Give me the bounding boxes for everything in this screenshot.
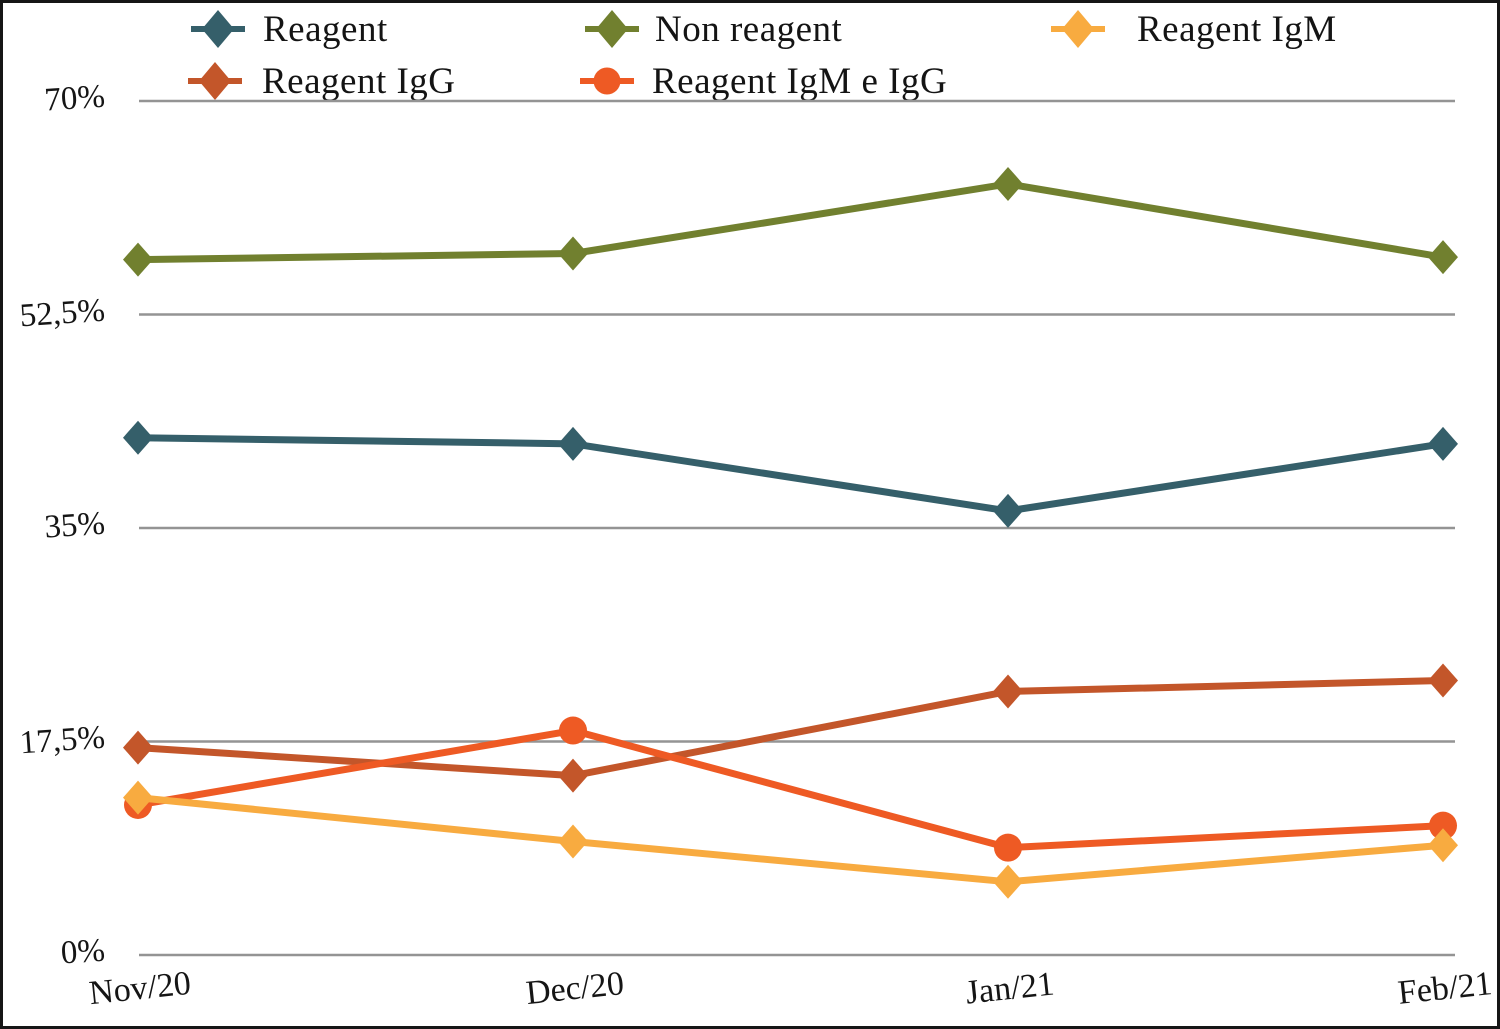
data-point-marker	[1429, 811, 1457, 840]
series-line	[134, 727, 1447, 852]
legend-label: Reagent	[263, 8, 388, 50]
line-chart-plot	[123, 99, 1458, 957]
y-axis-tick-label: 70%	[43, 78, 107, 119]
y-axis-tick-label: 0%	[59, 932, 107, 972]
legend-label: Non reagent	[655, 8, 843, 50]
y-axis-tick-label: 17,5%	[18, 718, 107, 761]
reagent-igm-diamond-marker-icon	[1051, 10, 1105, 48]
legend-label: Reagent IgM	[1137, 8, 1337, 50]
legend-label: Reagent IgM e IgG	[652, 60, 948, 102]
reagent-diamond-marker-icon	[191, 10, 245, 48]
series-line	[134, 434, 1447, 515]
data-point-marker	[994, 833, 1022, 862]
series-line	[134, 794, 1447, 886]
legend-item-reagent-igm: Reagent IgM	[1049, 6, 1337, 52]
series-line	[134, 677, 1447, 780]
legend-item-reagent-igm-e-igg: Reagent IgM e IgG	[578, 58, 947, 104]
legend-label: Reagent IgG	[262, 60, 456, 102]
reagent-igg-diamond-marker-icon	[188, 62, 242, 100]
legend-item-reagent-igg: Reagent IgG	[186, 58, 456, 104]
reagent-igm-e-igg-circle-marker-icon	[580, 67, 634, 95]
y-axis-tick-label: 35%	[43, 505, 107, 546]
series-line	[134, 180, 1447, 264]
legend-item-non-reagent: Non reagent	[583, 6, 842, 52]
data-point-marker	[559, 716, 587, 745]
y-axis-tick-label: 52,5%	[18, 291, 107, 334]
legend-item-reagent: Reagent	[189, 6, 388, 52]
non-reagent-diamond-marker-icon	[585, 10, 639, 48]
